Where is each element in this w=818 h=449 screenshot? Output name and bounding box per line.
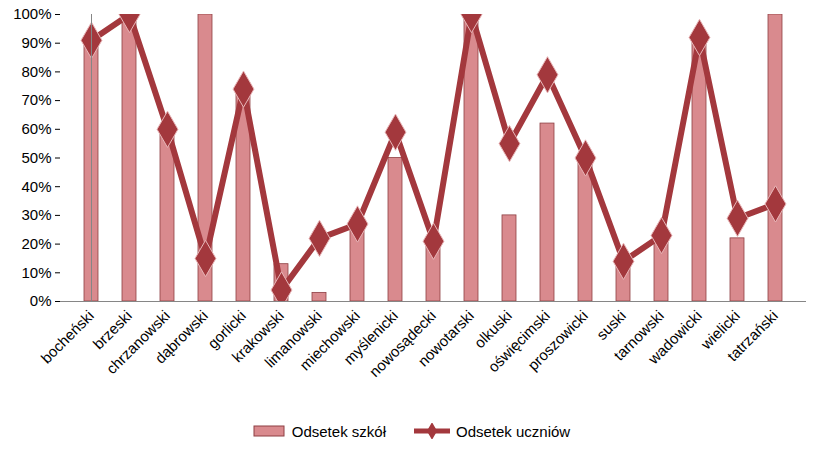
svg-text:olkuski: olkuski — [470, 306, 515, 352]
svg-text:myślenicki: myślenicki — [340, 306, 401, 368]
svg-text:nowosądecki: nowosądecki — [365, 306, 439, 381]
svg-text:bocheński: bocheński — [37, 307, 97, 367]
svg-text:50%: 50% — [21, 149, 51, 166]
svg-text:limanowski: limanowski — [261, 306, 325, 371]
html-text:Odsetek uczniów: Odsetek uczniów — [456, 422, 571, 440]
svg-text:40%: 40% — [21, 178, 51, 195]
svg-text:proszowicki: proszowicki — [524, 307, 591, 374]
svg-text:brzeski: brzeski — [89, 306, 135, 353]
svg-text:nowotarski: nowotarski — [414, 307, 477, 370]
svg-text:gorlicki: gorlicki — [204, 306, 249, 352]
svg-text:suski: suski — [592, 306, 629, 343]
svg-text:tarnowski: tarnowski — [610, 306, 667, 364]
svg-text:20%: 20% — [21, 235, 51, 252]
svg-text:70%: 70% — [21, 91, 51, 108]
svg-text:30%: 30% — [21, 206, 51, 223]
svg-text:60%: 60% — [21, 120, 51, 137]
svg-text:krakowski: krakowski — [228, 306, 287, 366]
svg-text:chrzanowski: chrzanowski — [102, 306, 173, 378]
svg-text:wadowicki: wadowicki — [644, 307, 705, 368]
svg-text:0%: 0% — [30, 292, 52, 309]
svg-text:wielicki: wielicki — [697, 306, 743, 353]
html-text:Odsetek szkół: Odsetek szkół — [291, 422, 386, 440]
svg-text:100%: 100% — [13, 5, 51, 22]
svg-text:tatrzański: tatrzański — [724, 307, 781, 364]
svg-text:miechowski: miechowski — [296, 306, 363, 374]
svg-text:80%: 80% — [21, 63, 51, 80]
svg-text:dąbrowski: dąbrowski — [151, 307, 211, 367]
svg-text:90%: 90% — [21, 34, 51, 51]
svg-text:oświęcimski: oświęcimski — [484, 306, 553, 376]
svg-text:10%: 10% — [21, 264, 51, 281]
